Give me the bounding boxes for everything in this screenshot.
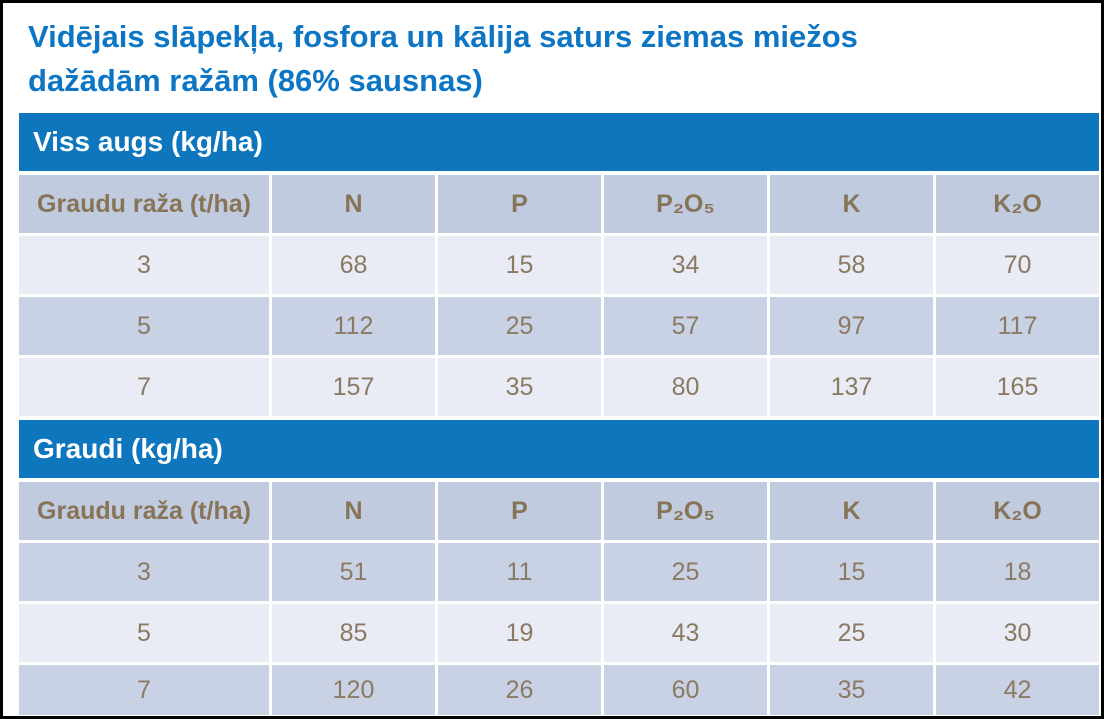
section-header-label: Graudi (kg/ha): [33, 433, 223, 464]
data-cell: 15: [438, 236, 601, 294]
table-graudi: Graudu raža (t/ha) N P P₂O₅ K K₂O 3 51 1…: [19, 482, 1099, 715]
data-cell: 80: [604, 358, 767, 416]
page-title-line1: Vidējais slāpekļa, fosfora un kālija sat…: [28, 19, 858, 54]
page-title: Vidējais slāpekļa, fosfora un kālija sat…: [28, 15, 1101, 103]
data-cell: 51: [272, 543, 435, 601]
data-cell: 157: [272, 358, 435, 416]
data-cell: 26: [438, 665, 601, 715]
data-cell: 85: [272, 604, 435, 662]
column-header-p2o5: P₂O₅: [604, 482, 767, 540]
data-cell: 34: [604, 236, 767, 294]
column-header-p: P: [438, 482, 601, 540]
data-cell: 3: [19, 236, 269, 294]
data-cell: 25: [770, 604, 933, 662]
data-cell: 7: [19, 665, 269, 715]
column-header-rasa: Graudu raža (t/ha): [19, 482, 269, 540]
data-cell: 120: [272, 665, 435, 715]
data-cell: 70: [936, 236, 1099, 294]
data-cell: 15: [770, 543, 933, 601]
column-header-n: N: [272, 175, 435, 233]
data-cell: 68: [272, 236, 435, 294]
data-cell: 5: [19, 297, 269, 355]
data-cell: 112: [272, 297, 435, 355]
column-header-p: P: [438, 175, 601, 233]
section-header-viss-augs: Viss augs (kg/ha): [19, 113, 1099, 171]
data-cell: 25: [438, 297, 601, 355]
data-cell: 18: [936, 543, 1099, 601]
data-cell: 97: [770, 297, 933, 355]
data-cell: 7: [19, 358, 269, 416]
data-cell: 60: [604, 665, 767, 715]
table-viss-augs: Graudu raža (t/ha) N P P₂O₅ K K₂O 3 68 1…: [19, 175, 1099, 416]
data-cell: 3: [19, 543, 269, 601]
data-cell: 117: [936, 297, 1099, 355]
column-header-rasa: Graudu raža (t/ha): [19, 175, 269, 233]
data-cell: 19: [438, 604, 601, 662]
data-cell: 165: [936, 358, 1099, 416]
data-cell: 5: [19, 604, 269, 662]
section-header-graudi: Graudi (kg/ha): [19, 420, 1099, 478]
data-cell: 57: [604, 297, 767, 355]
column-header-k: K: [770, 482, 933, 540]
data-cell: 35: [770, 665, 933, 715]
section-header-label: Viss augs (kg/ha): [33, 126, 263, 157]
data-cell: 25: [604, 543, 767, 601]
column-header-k2o: K₂O: [936, 175, 1099, 233]
tables-container: Viss augs (kg/ha) Graudu raža (t/ha) N P…: [19, 113, 1099, 715]
data-cell: 137: [770, 358, 933, 416]
data-cell: 42: [936, 665, 1099, 715]
column-header-k: K: [770, 175, 933, 233]
data-cell: 35: [438, 358, 601, 416]
data-cell: 11: [438, 543, 601, 601]
page-title-line2: dažādām ražām (86% sausnas): [28, 63, 483, 98]
column-header-p2o5: P₂O₅: [604, 175, 767, 233]
column-header-n: N: [272, 482, 435, 540]
column-header-k2o: K₂O: [936, 482, 1099, 540]
data-cell: 30: [936, 604, 1099, 662]
data-cell: 58: [770, 236, 933, 294]
data-cell: 43: [604, 604, 767, 662]
